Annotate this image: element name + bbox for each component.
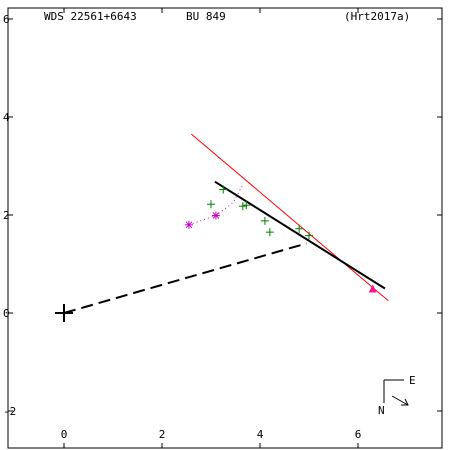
asterisk-marker xyxy=(211,211,220,220)
compass-north-label: N xyxy=(378,404,385,417)
axis-ticks: 0 2 4 6 -2 0 2 4 6 xyxy=(3,8,442,448)
plus-marker xyxy=(242,201,251,210)
x-tick-label: 2 xyxy=(159,428,166,441)
asterisk-stroke xyxy=(212,212,220,219)
dotted-trail xyxy=(188,184,244,226)
discoverer-label: BU 849 xyxy=(186,10,226,23)
chart-marks xyxy=(55,133,389,322)
plus-marker xyxy=(207,200,215,209)
asterisk-marker xyxy=(184,220,193,229)
compass-east-label: E xyxy=(409,374,416,387)
plot-frame xyxy=(7,7,443,449)
asterisk-stroke xyxy=(185,221,193,229)
orbit-segment xyxy=(214,180,386,290)
motion-arrow-head xyxy=(401,398,409,406)
y-tick-label: -2 xyxy=(3,405,16,418)
motion-direction-arrow xyxy=(391,395,409,406)
y-tick-label: 6 xyxy=(3,13,10,26)
plus-marker xyxy=(238,202,247,211)
fit-line xyxy=(191,133,389,302)
plus-marker xyxy=(219,185,228,194)
x-tick-label: 0 xyxy=(61,428,68,441)
current-position-marker xyxy=(368,284,377,293)
y-tick-label: 4 xyxy=(3,111,10,124)
plus-marker xyxy=(265,228,274,237)
y-tick-label: 2 xyxy=(3,209,10,222)
x-tick-label: 6 xyxy=(355,428,362,441)
primary-star-marker xyxy=(55,304,73,322)
plus-marker xyxy=(260,216,269,225)
x-tick-label: 4 xyxy=(257,428,264,441)
plus-marker xyxy=(305,231,313,240)
plus-marker xyxy=(295,224,304,233)
y-tick-label: 0 xyxy=(3,307,10,320)
reference-label: (Hrt2017a) xyxy=(344,10,410,23)
compass: E N xyxy=(378,374,416,417)
wds-id-label: WDS 22561+6643 xyxy=(44,10,137,23)
separation-vector xyxy=(63,242,307,314)
